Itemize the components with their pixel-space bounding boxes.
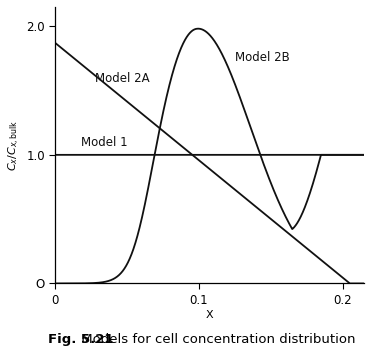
Text: Model 2A: Model 2A [95,72,150,84]
Y-axis label: $C_x/C_{x,\mathrm{bulk}}$: $C_x/C_{x,\mathrm{bulk}}$ [7,120,22,171]
X-axis label: X: X [206,310,213,320]
Text: Model 2B: Model 2B [235,51,289,64]
Text: Model 1: Model 1 [81,136,128,149]
Text: Fig. 5.21: Fig. 5.21 [48,333,114,346]
Text: Models for cell concentration distribution: Models for cell concentration distributi… [77,333,356,346]
